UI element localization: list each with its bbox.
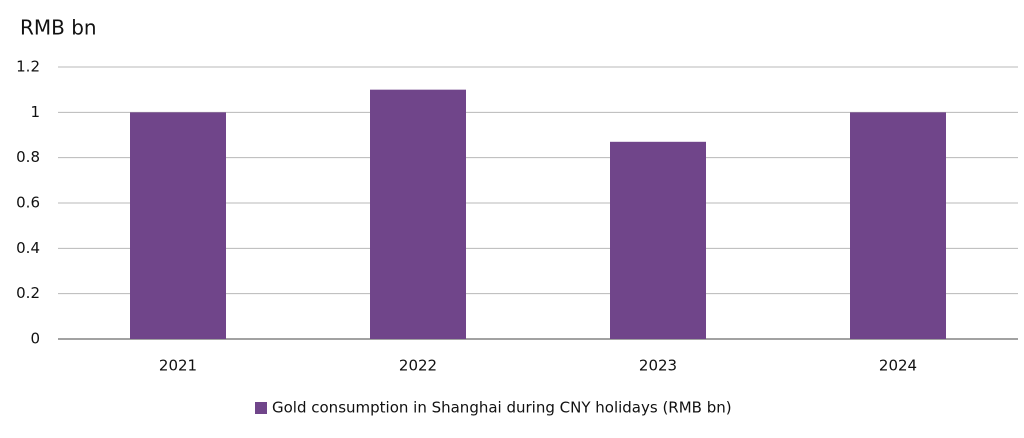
x-tick-label: 2024 [879,357,917,375]
y-tick-label: 0.4 [16,239,40,257]
y-tick-label: 0.6 [16,194,40,212]
bar [370,89,466,340]
y-tick-label: 0.8 [16,148,40,166]
x-tick-label: 2022 [399,357,437,375]
bar [610,141,706,339]
y-tick-label: 1.2 [16,58,40,76]
bar [850,112,946,339]
y-tick-label: 0 [30,330,40,348]
legend-swatch [255,402,267,414]
bar [130,112,226,339]
y-tick-label: 0.2 [16,284,40,302]
x-tick-label: 2023 [639,357,677,375]
x-tick-label: 2021 [159,357,197,375]
y-axis-label: RMB bn [20,16,97,40]
y-tick-label: 1 [30,103,40,121]
legend-label: Gold consumption in Shanghai during CNY … [272,399,732,417]
